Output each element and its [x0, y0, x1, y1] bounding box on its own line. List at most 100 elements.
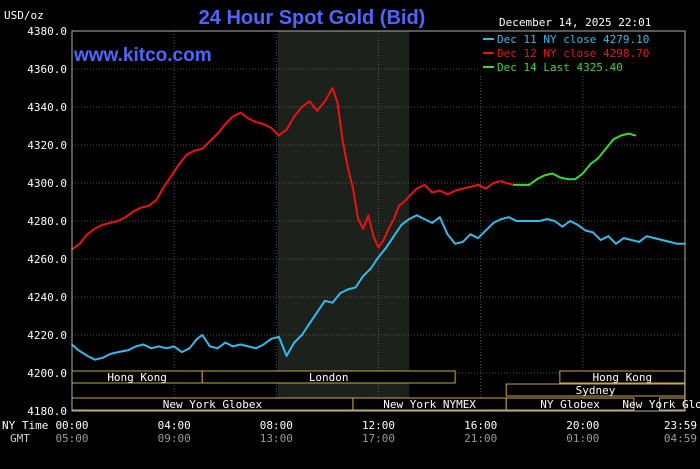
y-tick-label: 4360.0 [27, 63, 67, 76]
data-point [247, 117, 250, 120]
x-tick-label-gmt: 09:00 [158, 432, 191, 445]
gmt-label: GMT [10, 432, 30, 445]
data-point [193, 149, 196, 152]
data-point [569, 220, 571, 222]
data-point [415, 214, 418, 217]
series-line [71, 87, 515, 251]
data-point [431, 222, 433, 224]
data-point [369, 267, 372, 270]
data-point [224, 341, 227, 344]
data-point [170, 174, 173, 177]
plot-frame [71, 30, 686, 412]
data-point [94, 358, 96, 361]
data-point [553, 220, 556, 222]
x-tick-label-ny: 16:00 [464, 419, 497, 432]
data-point [566, 178, 569, 181]
data-point [147, 204, 150, 207]
data-point [576, 223, 579, 226]
data-point [515, 220, 518, 222]
data-point [520, 184, 523, 186]
data-point [561, 225, 564, 228]
data-point [86, 233, 89, 236]
data-point [653, 237, 656, 240]
data-point [469, 233, 472, 236]
x-tick-label-gmt: 05:00 [55, 432, 88, 445]
data-point [209, 140, 211, 143]
data-point [78, 242, 81, 245]
data-point [645, 235, 648, 238]
data-point [377, 256, 380, 258]
session-label: New York Globex [163, 398, 263, 411]
data-point [135, 345, 137, 348]
data-point [278, 134, 280, 137]
data-point [201, 334, 204, 336]
data-point [232, 115, 234, 118]
data-point [477, 184, 479, 186]
data-point [341, 140, 344, 143]
data-point [247, 345, 250, 348]
legend-entry: Dec 12 NY close 4298.70 [497, 47, 649, 60]
x-tick-label-gmt: 21:00 [464, 432, 497, 445]
data-point [293, 341, 296, 344]
x-tick-label-ny: 04:00 [158, 419, 191, 432]
data-point [661, 239, 663, 241]
data-point [634, 134, 637, 137]
data-point [362, 275, 365, 277]
data-point [109, 222, 112, 224]
y-tick-label: 4380.0 [27, 25, 67, 38]
data-point [638, 241, 640, 243]
data-point [607, 235, 610, 238]
session-bar [505, 397, 635, 411]
data-point [324, 299, 326, 302]
data-point [209, 345, 211, 348]
data-point [400, 223, 403, 226]
data-point [86, 355, 89, 357]
session-label: New York Globex [622, 398, 700, 411]
legend-entry: Dec 11 NY close 4279.10 [497, 33, 649, 46]
date-stamp: December 14, 2025 22:01 [499, 16, 651, 29]
data-point [142, 343, 145, 346]
data-point [377, 246, 380, 249]
data-point [477, 237, 479, 240]
data-point [255, 121, 257, 124]
data-point [150, 347, 153, 350]
data-point [392, 218, 395, 221]
data-point [308, 100, 311, 103]
data-point [262, 343, 265, 346]
x-tick-label-ny: 08:00 [260, 419, 293, 432]
x-tick-label-ny: 20:00 [566, 419, 599, 432]
y-tick-label: 4260.0 [27, 253, 67, 266]
y-tick-labels: 4380.0 4360.0 4340.0 4320.0 4300.0 4280.0 4260… [27, 25, 67, 418]
data-point [446, 193, 449, 196]
data-point [523, 220, 525, 222]
data-point [232, 345, 234, 348]
data-point [117, 220, 119, 222]
data-point [173, 345, 176, 348]
data-point [255, 347, 257, 350]
data-point [127, 349, 130, 352]
data-point [367, 214, 370, 217]
data-point [316, 311, 319, 314]
session-label: Sydney [576, 384, 616, 397]
data-point [536, 178, 538, 181]
data-point [627, 132, 630, 135]
data-point [347, 166, 349, 169]
data-point [589, 163, 592, 165]
session-label: Hong Kong [592, 371, 652, 384]
data-point [216, 347, 219, 350]
data-point [331, 301, 334, 304]
data-point [352, 187, 354, 190]
session-label: London [309, 371, 349, 384]
data-point [431, 191, 433, 194]
x-tick-label-ny: 23:59 [664, 419, 697, 432]
data-point [500, 180, 502, 183]
data-point [408, 195, 410, 198]
data-point [461, 187, 464, 190]
data-point [574, 178, 577, 181]
legend-entry: Dec 14 Last 4325.40 [497, 61, 623, 74]
data-point [324, 100, 326, 103]
data-point [500, 218, 502, 221]
data-point [551, 172, 554, 175]
data-point [385, 246, 388, 249]
